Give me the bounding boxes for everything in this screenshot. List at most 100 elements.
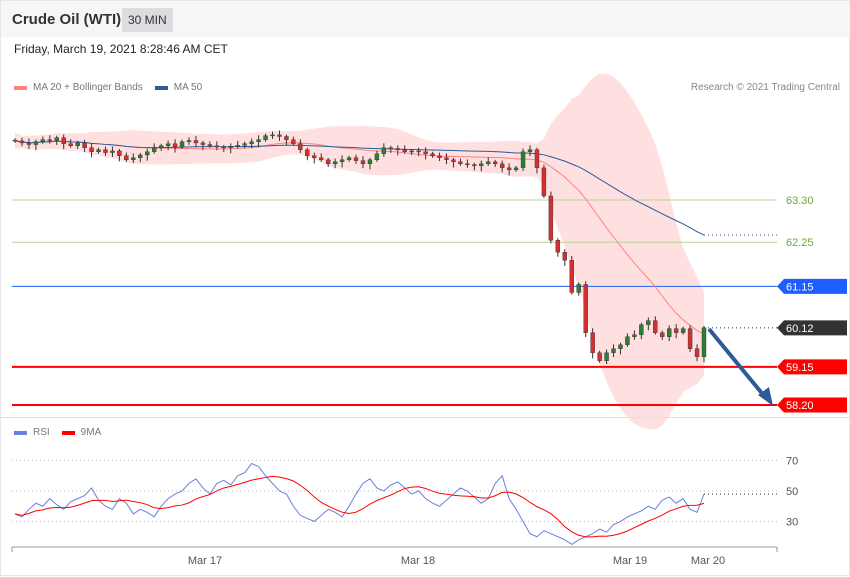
panel-divider (1, 417, 850, 418)
candle-body (660, 332, 665, 337)
candle-body (625, 336, 630, 345)
candle-body (207, 144, 213, 146)
candle-body (75, 142, 80, 146)
candle-body (541, 167, 547, 197)
candle-body (499, 163, 505, 169)
candle-body (569, 260, 574, 293)
candle-body (193, 140, 199, 144)
rsi-level-label: 70 (786, 456, 798, 468)
candle-body (423, 151, 428, 154)
price-tag-label: 58.20 (786, 400, 814, 412)
x-axis-label: Mar 20 (691, 555, 725, 567)
candle-body (646, 320, 651, 325)
level-label: 63.30 (786, 195, 814, 207)
candle-body (33, 141, 39, 145)
rsi-level-label: 30 (786, 517, 798, 529)
rsi-level-label: 50 (786, 486, 798, 498)
level-label: 62.25 (786, 237, 814, 249)
rsi-legend: RSI 9MA (14, 427, 101, 438)
forecast-arrow-head (758, 387, 773, 406)
candle-body (96, 149, 101, 152)
price-tag-label: 61.15 (786, 281, 814, 293)
x-axis-label: Mar 19 (613, 555, 647, 567)
candle-body (409, 150, 414, 153)
price-legend: MA 20 + Bollinger Bands MA 50 (14, 82, 202, 93)
price-tag-60.12 (777, 320, 847, 336)
candle-body (131, 157, 136, 160)
rsi-line (14, 462, 705, 545)
candle-body (493, 161, 498, 165)
candle-body (124, 155, 129, 160)
candle-body (639, 324, 644, 335)
candle-body (701, 327, 707, 357)
candle-body (555, 239, 561, 253)
candle-body (388, 147, 394, 149)
candle-body (40, 139, 46, 142)
candle-body (12, 139, 18, 142)
candle-body (277, 134, 282, 137)
forecast-arrow (707, 327, 767, 399)
ma50-swatch (154, 85, 168, 90)
candle-body (597, 352, 602, 362)
candle-body (47, 139, 52, 141)
candle-body (186, 140, 192, 142)
candle-body (520, 151, 526, 169)
candle-body (256, 139, 261, 142)
instrument-title: Crude Oil (WTI) (12, 11, 122, 28)
candle-body (687, 328, 693, 349)
candle-body (673, 328, 679, 333)
timeframe-button[interactable]: 30 MIN (122, 8, 173, 32)
candle-body (305, 149, 310, 156)
candle-body (360, 160, 366, 165)
candle-body (165, 143, 171, 146)
candle-body (110, 150, 115, 153)
price-tag-58.20 (777, 397, 847, 413)
candle-body (151, 147, 157, 152)
candle-body (374, 153, 380, 161)
candle-body (138, 154, 143, 158)
candle-body (263, 135, 268, 140)
header-bar: Crude Oil (WTI) 30 MIN (1, 1, 850, 37)
candle-body (486, 161, 491, 165)
candle-body (291, 139, 296, 144)
candle-body (472, 164, 477, 167)
candle-body (583, 284, 588, 333)
candle-body (367, 159, 373, 165)
candle-body (465, 163, 470, 166)
price-tag-59.15 (777, 359, 847, 375)
credit-text: Research © 2021 Trading Central (690, 82, 840, 93)
candle-body (228, 146, 233, 148)
candle-body (270, 134, 275, 137)
ma50-label: MA 50 (173, 82, 203, 93)
timestamp: Friday, March 19, 2021 8:28:46 AM CET (14, 42, 228, 56)
candle-body (353, 157, 359, 161)
ma9-label: 9MA (80, 427, 102, 438)
candle-body (172, 143, 178, 148)
candle-body (61, 137, 66, 144)
rsi-swatch (14, 430, 27, 435)
ma9-swatch (61, 430, 75, 435)
price-tag-61.15 (777, 278, 847, 294)
candle-body (527, 149, 533, 152)
candle-body (82, 142, 87, 148)
candle-body (26, 142, 32, 145)
candle-body (103, 149, 108, 153)
candle-body (395, 148, 400, 150)
candle-body (235, 145, 240, 147)
candle-body (158, 145, 164, 148)
candle-body (242, 143, 247, 146)
candle-body (284, 136, 289, 140)
candle-body (680, 328, 686, 333)
candle-body (339, 159, 345, 163)
bollinger-band (15, 73, 704, 430)
candle-body (513, 167, 519, 171)
candle-body (312, 155, 317, 158)
candle-body (437, 155, 442, 158)
candle-body (68, 143, 73, 146)
candle-body (451, 159, 456, 163)
candle-body (604, 352, 609, 362)
candle-body (402, 149, 407, 152)
candle-body (249, 141, 254, 144)
candle-body (346, 157, 352, 160)
